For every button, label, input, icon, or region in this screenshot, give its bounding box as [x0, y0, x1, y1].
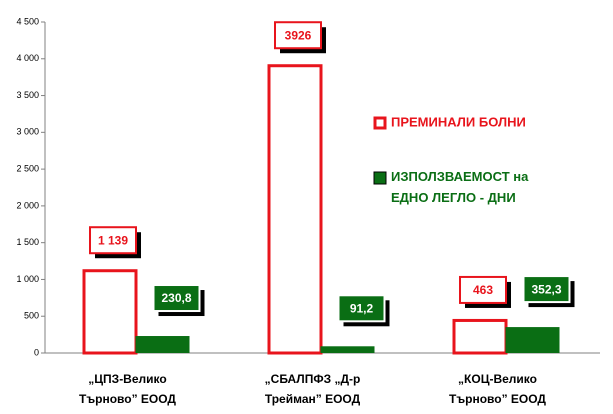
value-label-box: [274, 21, 322, 50]
value-label: 91,2: [350, 301, 374, 315]
y-tick-label: 500: [24, 311, 39, 321]
bar: [320, 346, 375, 353]
bar: [505, 327, 560, 353]
legend-marker: [373, 171, 387, 185]
y-tick-label: 4 000: [16, 53, 39, 63]
bar: [267, 64, 323, 355]
y-tick-label: 2 000: [16, 200, 39, 210]
value-label-box: [89, 226, 137, 255]
value-label-box: [152, 284, 201, 313]
x-tick-label: „ЦПЗ-Велико Търново” ЕООД: [79, 372, 176, 406]
y-tick-label: 3 000: [16, 127, 39, 137]
bar: [82, 269, 138, 355]
value-label-box: [522, 275, 571, 304]
x-tick-label: „КОЦ-Велико Търново” ЕООД: [449, 372, 546, 406]
bar: [135, 336, 190, 353]
legend-label: ИЗПОЛЗВАЕМОСТ на ЕДНО ЛЕГЛО - ДНИ: [391, 169, 529, 205]
value-label: 352,3: [531, 282, 561, 296]
y-tick-label: 2 500: [16, 163, 39, 173]
y-tick-label: 3 500: [16, 90, 39, 100]
x-tick-label: „СБАЛПФЗ „Д-р Трейман” ЕООД: [265, 372, 361, 406]
value-label: 1 139: [98, 233, 128, 247]
y-tick-label: 4 500: [16, 16, 39, 26]
y-tick-label: 1 000: [16, 274, 39, 284]
value-label: 230,8: [161, 291, 191, 305]
value-label-box: [459, 275, 507, 304]
y-tick-label: 1 500: [16, 237, 39, 247]
value-label: 463: [473, 283, 493, 297]
legend-marker: [373, 116, 387, 130]
value-label-box: [337, 294, 386, 323]
y-tick-label: 0: [34, 347, 39, 357]
value-label: 3926: [285, 28, 312, 42]
bar: [452, 318, 508, 355]
legend-label: ПРЕМИНАЛИ БОЛНИ: [391, 114, 526, 129]
